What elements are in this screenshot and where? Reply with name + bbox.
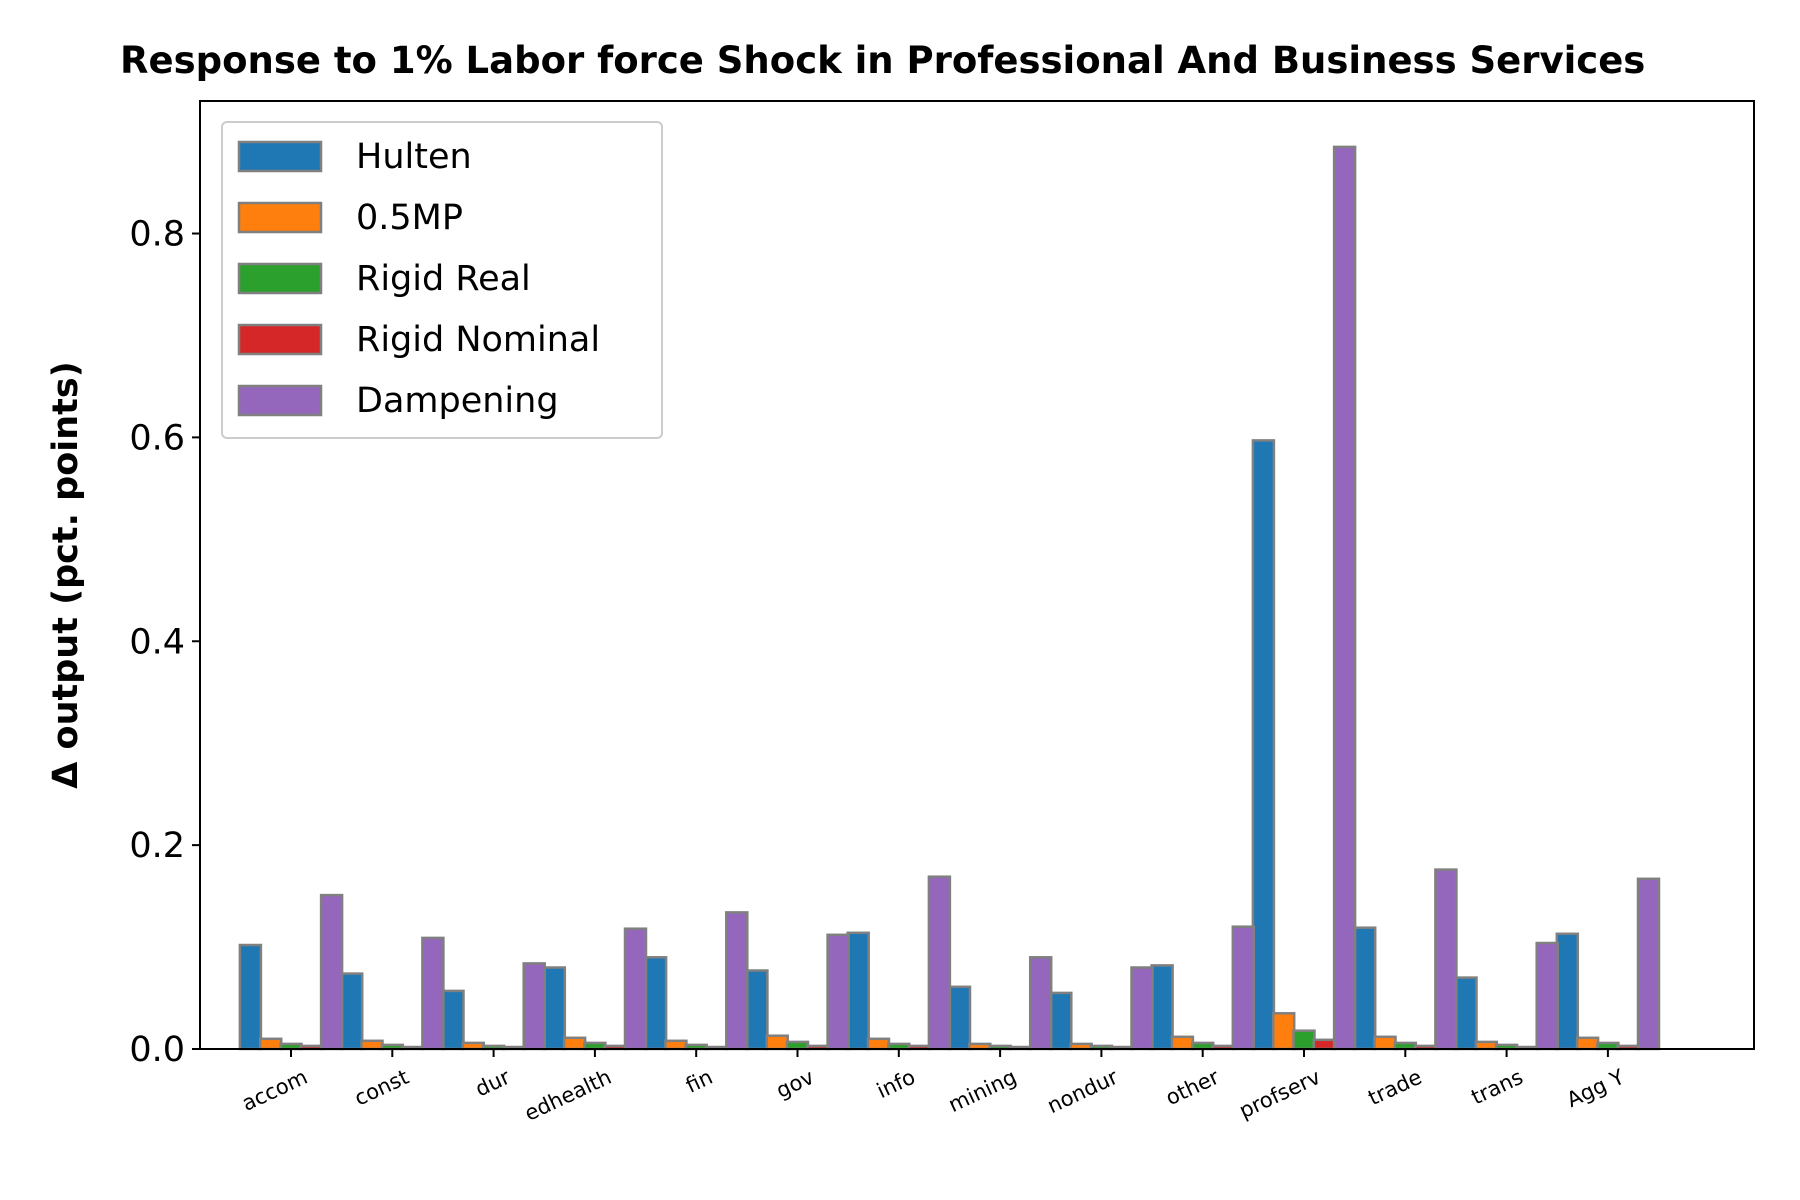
x-axis: accom const dur edhealth fin gov info mining non… xyxy=(238,1049,1628,1126)
x-tick-label: profserv xyxy=(1235,1065,1324,1123)
x-tick-label: edhealth xyxy=(521,1065,615,1126)
bar-hulten-dur xyxy=(441,989,465,1051)
x-tick-label: const xyxy=(351,1065,413,1111)
bar-dampening-nondur xyxy=(1130,966,1154,1051)
y-tick-label: 0.0 xyxy=(129,1030,185,1070)
y-tick-label: 0.6 xyxy=(129,418,185,458)
bar-hulten-info xyxy=(846,931,870,1051)
bar-0-5mp-const xyxy=(360,1039,384,1051)
bar-hulten-const xyxy=(339,972,364,1051)
bar-0-5mp-trans xyxy=(1474,1040,1499,1051)
bar-dampening-agg-y xyxy=(1636,877,1661,1051)
bar-hulten-other xyxy=(1150,964,1174,1051)
plot-frame xyxy=(199,100,1755,1050)
bar-0-5mp-fin xyxy=(664,1039,688,1051)
bar-0-5mp-accom xyxy=(258,1037,283,1051)
x-tick-label: dur xyxy=(472,1065,514,1102)
legend-label: Dampening xyxy=(356,381,559,421)
bar-hulten-trade xyxy=(1352,926,1377,1051)
legend-label: Rigid Nominal xyxy=(356,320,600,360)
bar-dampening-const xyxy=(421,936,445,1051)
bar-hulten-profserv xyxy=(1251,439,1276,1051)
legend-label: Rigid Real xyxy=(356,259,531,299)
bar-dampening-dur xyxy=(522,962,546,1051)
bar-hulten-accom xyxy=(238,943,263,1051)
bar-0-5mp-edhealth xyxy=(562,1036,587,1051)
legend-swatch xyxy=(237,384,323,417)
bar-dampening-accom xyxy=(319,893,344,1051)
bar-rigid-real-gov xyxy=(785,1040,810,1051)
x-tick-label: nondur xyxy=(1044,1065,1122,1118)
x-tick-label: Agg Y xyxy=(1563,1065,1628,1112)
bar-0-5mp-gov xyxy=(765,1034,789,1051)
bar-dampening-info xyxy=(927,875,952,1051)
legend-label: Hulten xyxy=(356,137,472,177)
legend-swatch xyxy=(237,262,323,295)
y-tick-label: 0.2 xyxy=(129,826,185,866)
bar-dampening-fin xyxy=(725,911,749,1051)
bar-0-5mp-trade xyxy=(1373,1035,1397,1051)
bar-rigid-nominal-profserv xyxy=(1312,1038,1337,1051)
chart-title: Response to 1% Labor force Shock in Prof… xyxy=(120,39,1645,82)
x-tick-label: fin xyxy=(682,1065,716,1098)
bar-0-5mp-agg-y xyxy=(1575,1036,1600,1051)
bar-hulten-edhealth xyxy=(542,966,567,1051)
bar-hulten-mining xyxy=(947,985,972,1051)
bar-0-5mp-profserv xyxy=(1271,1012,1296,1051)
legend-swatch xyxy=(237,140,323,173)
legend-swatch xyxy=(237,323,323,356)
y-axis: 0.0 0.2 0.4 0.6 0.8 xyxy=(129,215,200,1070)
bar-rigid-real-profserv xyxy=(1292,1029,1316,1051)
bar-0-5mp-other xyxy=(1170,1035,1195,1051)
bar-dampening-mining xyxy=(1028,956,1053,1051)
bar-dampening-profserv xyxy=(1332,145,1357,1051)
bar-dampening-gov xyxy=(826,933,850,1051)
y-tick-label: 0.4 xyxy=(129,622,185,662)
bar-hulten-agg-y xyxy=(1555,932,1580,1051)
bar-dampening-edhealth xyxy=(623,927,648,1051)
bar-0-5mp-info xyxy=(866,1037,891,1051)
y-tick-label: 0.8 xyxy=(129,215,185,255)
bar-dampening-other xyxy=(1231,925,1256,1051)
bar-hulten-nondur xyxy=(1049,991,1073,1051)
x-tick-label: other xyxy=(1162,1065,1223,1111)
bar-hulten-fin xyxy=(643,956,668,1051)
bar-dampening-trade xyxy=(1434,868,1458,1051)
legend-box xyxy=(221,121,663,439)
x-tick-label: info xyxy=(873,1065,919,1103)
legend: Hulten 0.5MP Rigid Real Rigid Nominal Dampen… xyxy=(221,121,663,439)
x-tick-label: gov xyxy=(772,1065,817,1103)
bar-dampening-trans xyxy=(1535,941,1559,1051)
x-tick-label: accom xyxy=(238,1065,311,1116)
x-tick-label: mining xyxy=(945,1065,1020,1117)
x-tick-label: trade xyxy=(1365,1065,1426,1110)
y-axis-label: Δ output (pct. points) xyxy=(46,361,86,788)
legend-swatch xyxy=(237,201,323,234)
x-tick-label: trans xyxy=(1468,1065,1527,1110)
bar-hulten-trans xyxy=(1454,976,1478,1051)
bar-hulten-gov xyxy=(745,969,769,1051)
legend-label: 0.5MP xyxy=(356,198,463,238)
